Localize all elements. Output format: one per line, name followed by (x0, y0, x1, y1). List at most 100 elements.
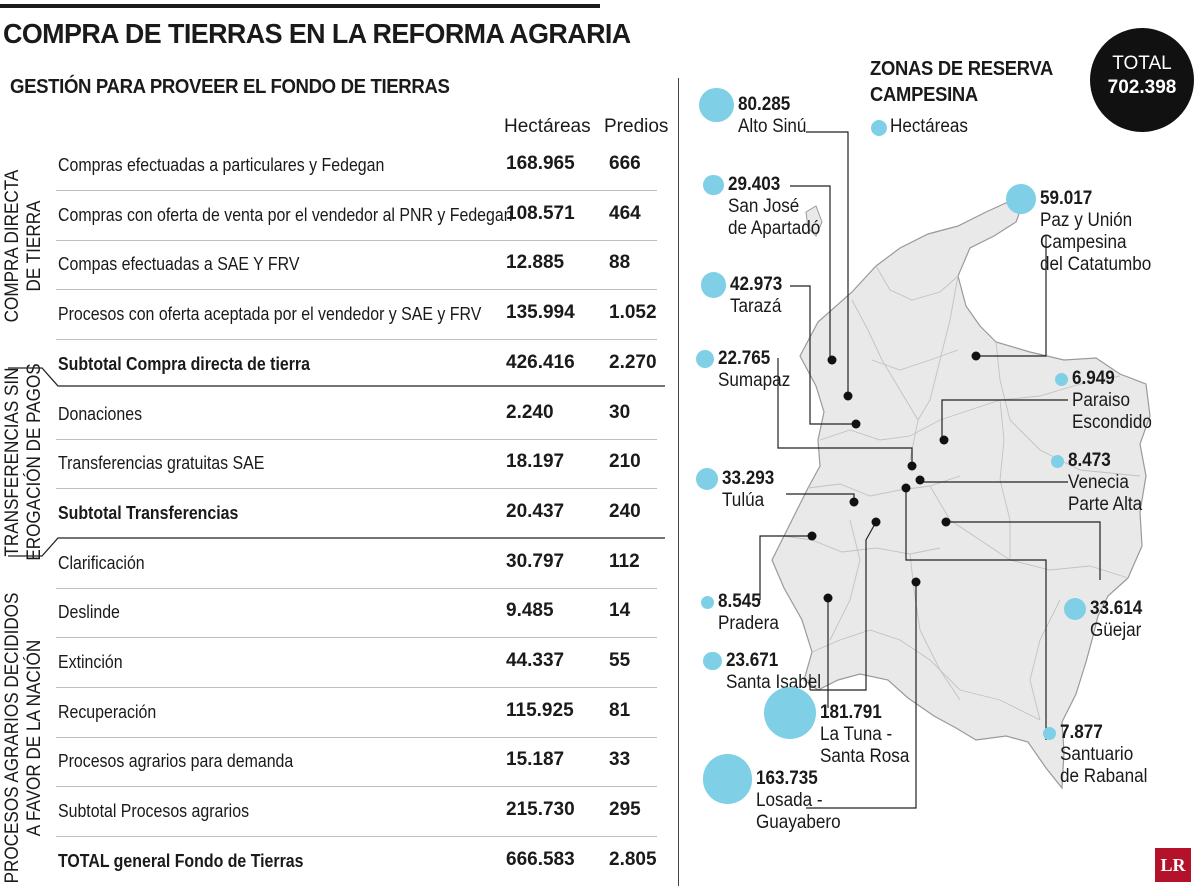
row-predios: 30 (609, 401, 631, 423)
zone-leader-line (806, 131, 849, 396)
zone-label: 59.017 Paz y Unión Campesina del Catatumbo (1040, 188, 1151, 276)
zone-leader-line (976, 236, 1047, 357)
zone-value: 33.614 (1090, 598, 1143, 619)
zone-label: 42.973 Tarazá (730, 274, 782, 318)
zone-name: Sumapaz (718, 370, 791, 391)
total-value: 702.398 (1107, 77, 1177, 98)
row-separator (56, 587, 657, 589)
zone-location-dot (901, 483, 911, 493)
zone-value: 23.671 (726, 650, 779, 671)
zone-name: Güejar (1090, 620, 1142, 641)
zone-bubble (703, 174, 724, 196)
table-row: Donaciones 2.240 30 (0, 391, 665, 440)
zone-leader-line (941, 399, 1068, 440)
zone-bubble (1055, 372, 1068, 386)
zone-leader-line (946, 521, 1101, 580)
legend-label: Hectáreas (890, 116, 968, 137)
zone-location-dot (849, 497, 859, 507)
zone-value: 8.473 (1068, 450, 1111, 471)
panel-divider (678, 78, 679, 886)
row-predios: 81 (609, 699, 631, 721)
row-predios: 1.052 (609, 302, 657, 324)
zone-location-dot (843, 391, 853, 401)
row-predios: 55 (609, 650, 631, 671)
row-hectareas: 2.240 (506, 401, 554, 423)
zone-label: 29.403 San José de Apartadó (728, 174, 820, 240)
table-row: Recuperación 115.925 81 (0, 689, 665, 738)
zone-label: 8.545 Pradera (718, 591, 779, 635)
zone-label: 8.473 Venecia Parte Alta (1068, 450, 1142, 516)
zone-leader-line (810, 521, 877, 691)
zone-bubble (1063, 597, 1086, 621)
zone-label: 163.735 Losada - Guayabero (756, 768, 841, 834)
row-predios: 33 (609, 749, 631, 771)
zone-location-dot (807, 531, 817, 541)
legend-bubble-icon (871, 120, 887, 136)
zone-name: San José (728, 196, 800, 217)
row-label: Recuperación (58, 700, 157, 722)
zone-location-dot (915, 475, 925, 485)
zone-bubble (1043, 726, 1056, 740)
zone-bubble (695, 349, 714, 369)
zone-bubble (703, 651, 722, 671)
zone-value: 163.735 (756, 768, 818, 789)
row-separator (56, 736, 657, 738)
row-predios: 2.270 (609, 351, 657, 373)
row-label: Transferencias gratuitas SAE (58, 452, 265, 474)
row-label: Deslinde (58, 601, 120, 623)
table-row: Subtotal Procesos agrarios 215.730 295 (0, 788, 665, 838)
zone-value: 8.545 (718, 591, 761, 612)
row-separator (56, 786, 657, 788)
zone-location-dot (971, 351, 981, 361)
header-hectareas: Hectáreas (504, 116, 591, 137)
zone-bubble (702, 754, 752, 804)
table-row: Extinción 44.337 55 (0, 639, 665, 688)
map-title: ZONAS DE RESERVA CAMPESINA (870, 56, 1053, 108)
zone-bubble (700, 272, 726, 298)
zone-name: Santa Isabel (726, 672, 822, 693)
row-separator (56, 637, 657, 639)
row-label: Extinción (58, 651, 123, 672)
map-title-line: CAMPESINA (870, 84, 978, 106)
row-predios: 295 (609, 799, 641, 821)
zone-leader-line (905, 488, 1047, 740)
row-hectareas: 9.485 (506, 600, 554, 622)
row-hectareas: 44.337 (506, 650, 565, 671)
zone-name: Pradera (718, 613, 779, 634)
row-label: Clarificación (58, 551, 145, 573)
zone-name: de Apartadó (728, 218, 821, 239)
zone-value: 80.285 (738, 94, 791, 115)
row-separator (56, 289, 657, 291)
row-label: Procesos agrarios para demanda (58, 750, 294, 772)
zone-name: Campesina (1040, 232, 1127, 253)
zone-name: La Tuna - (820, 724, 893, 745)
zone-name: Losada - (756, 790, 823, 811)
row-predios: 464 (609, 202, 641, 224)
total-badge: TOTAL 702.398 (1090, 28, 1194, 132)
table-row: Compras efectuadas a particulares y Fede… (0, 142, 665, 191)
zone-value: 6.949 (1072, 368, 1115, 389)
zone-bubble (701, 595, 714, 609)
zone-label: 80.285 Alto Sinú (738, 94, 806, 138)
lr-logo: LR (1155, 848, 1191, 882)
row-separator (56, 836, 657, 838)
table-row: Transferencias gratuitas SAE 18.197 210 (0, 440, 665, 490)
zone-name: Alto Sinú (738, 116, 807, 137)
header-predios: Predios (604, 116, 669, 137)
zone-bubble (1051, 454, 1064, 468)
zone-name: Guayabero (756, 812, 841, 833)
map-title-line: ZONAS DE RESERVA (870, 58, 1054, 80)
row-label: Compras con oferta de venta por el vende… (58, 203, 513, 225)
row-predios: 2.805 (609, 848, 657, 870)
zone-leader-line (790, 285, 856, 425)
row-label: Compras efectuadas a particulares y Fede… (58, 154, 385, 175)
row-predios: 666 (609, 153, 641, 174)
zone-value: 7.877 (1060, 722, 1103, 743)
row-label: Procesos con oferta aceptada por el vend… (58, 303, 482, 325)
total-label: TOTAL (1112, 53, 1172, 74)
table-row: Subtotal Compra directa de tierra 426.416… (0, 341, 665, 390)
zone-leader-line (790, 185, 831, 360)
row-hectareas: 666.583 (506, 848, 575, 870)
zone-label: 181.791 La Tuna - Santa Rosa (820, 702, 909, 768)
